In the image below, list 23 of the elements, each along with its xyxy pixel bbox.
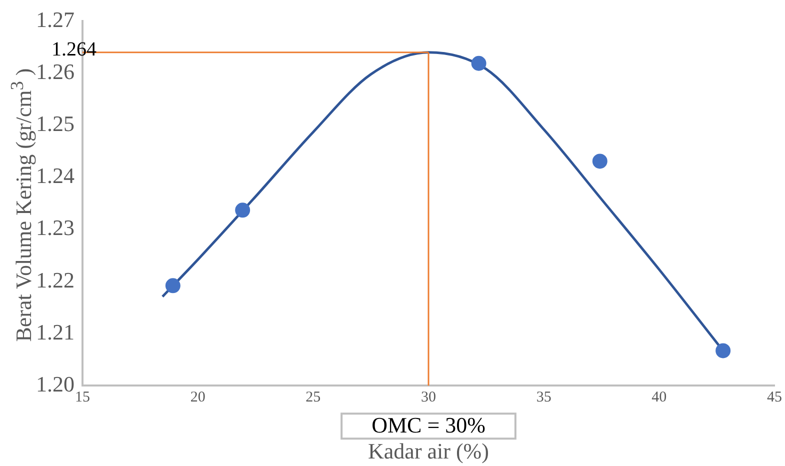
ref-line-label: 1.264 bbox=[52, 38, 96, 61]
y-tick-label: 1.23 bbox=[36, 215, 74, 240]
y-tick-label: 1.21 bbox=[36, 319, 74, 344]
x-axis-title: Kadar air (%) bbox=[368, 438, 489, 464]
x-tick-label: 20 bbox=[190, 390, 206, 406]
point bbox=[235, 202, 250, 218]
x-tick-label: 25 bbox=[306, 390, 321, 406]
point bbox=[716, 343, 731, 358]
y-tick-label: 1.25 bbox=[36, 111, 74, 136]
point bbox=[165, 278, 180, 294]
x-tick-label: 15 bbox=[75, 390, 90, 406]
y-tick-label: 1.27 bbox=[36, 6, 74, 32]
ref-line-label: OMC = 30% bbox=[372, 412, 486, 438]
y-tick-label: 1.22 bbox=[36, 267, 74, 292]
x-tick-label: 40 bbox=[652, 390, 667, 406]
x-tick-label: 35 bbox=[536, 390, 552, 406]
x-tick-label: 45 bbox=[767, 390, 782, 406]
point bbox=[471, 56, 486, 71]
x-tick-label: 30 bbox=[421, 390, 436, 406]
y-tick-label: 1.26 bbox=[36, 59, 74, 84]
y-tick-label: 1.24 bbox=[36, 163, 74, 188]
y-tick-label: 1.20 bbox=[36, 371, 74, 396]
point bbox=[592, 154, 608, 169]
